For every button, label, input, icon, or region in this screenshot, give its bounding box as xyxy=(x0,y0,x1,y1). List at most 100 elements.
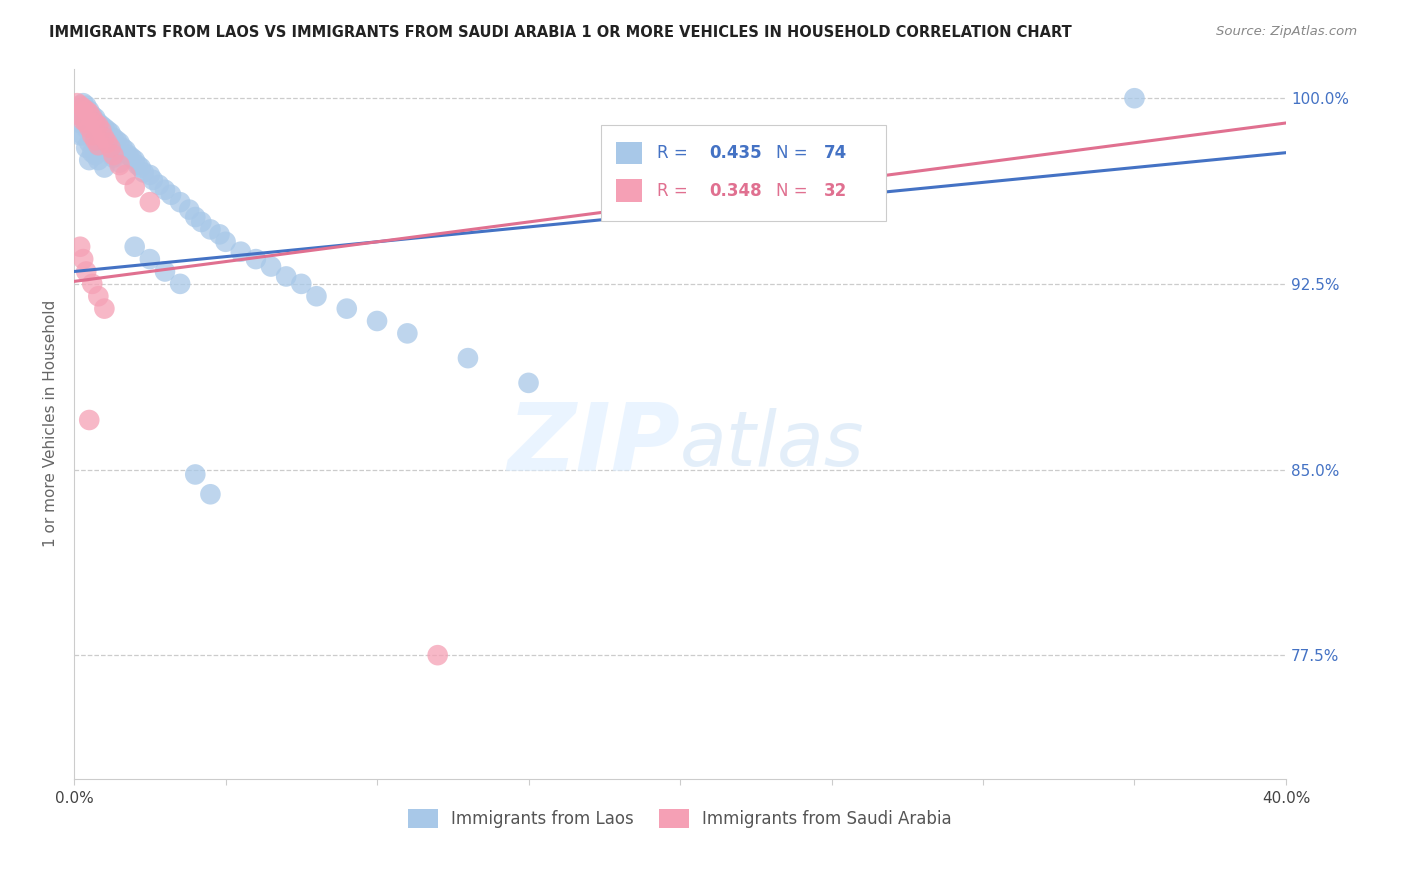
Point xyxy=(72,96,94,111)
Point xyxy=(169,195,191,210)
Point xyxy=(121,151,143,165)
Point xyxy=(72,252,94,266)
Point xyxy=(82,277,104,291)
Point xyxy=(90,119,112,133)
Point xyxy=(129,161,152,175)
Point xyxy=(90,123,112,137)
Text: IMMIGRANTS FROM LAOS VS IMMIGRANTS FROM SAUDI ARABIA 1 OR MORE VEHICLES IN HOUSE: IMMIGRANTS FROM LAOS VS IMMIGRANTS FROM … xyxy=(49,25,1071,40)
Point xyxy=(169,277,191,291)
Point xyxy=(153,183,176,197)
Point xyxy=(142,173,165,187)
Point xyxy=(84,148,107,162)
Point xyxy=(66,101,89,115)
Point xyxy=(103,148,125,162)
Point xyxy=(96,143,118,157)
Point xyxy=(77,103,100,118)
Point xyxy=(93,131,115,145)
Point xyxy=(114,143,136,157)
Point xyxy=(396,326,419,341)
Text: R =: R = xyxy=(657,182,693,200)
Point xyxy=(84,128,107,143)
Point xyxy=(77,120,100,135)
Point xyxy=(75,141,97,155)
Point xyxy=(96,123,118,137)
Point xyxy=(111,141,134,155)
Point xyxy=(69,116,91,130)
Point xyxy=(1123,91,1146,105)
Point xyxy=(366,314,388,328)
Point xyxy=(87,133,110,147)
Point xyxy=(77,116,100,130)
Point xyxy=(100,141,122,155)
Point xyxy=(87,153,110,167)
Point xyxy=(93,161,115,175)
Point xyxy=(124,180,146,194)
Point xyxy=(96,136,118,150)
Point xyxy=(229,244,252,259)
Text: N =: N = xyxy=(776,144,813,162)
Point xyxy=(105,133,128,147)
Point xyxy=(426,648,449,662)
Point xyxy=(87,138,110,153)
Point xyxy=(87,289,110,303)
Point xyxy=(72,101,94,115)
Point xyxy=(72,111,94,125)
Text: atlas: atlas xyxy=(681,408,865,482)
Point xyxy=(139,168,162,182)
Text: N =: N = xyxy=(776,182,813,200)
Point xyxy=(517,376,540,390)
Point xyxy=(72,113,94,128)
Point xyxy=(87,116,110,130)
Point xyxy=(260,260,283,274)
Point xyxy=(153,264,176,278)
Point xyxy=(75,264,97,278)
Point xyxy=(77,153,100,167)
Point xyxy=(457,351,479,365)
Point xyxy=(93,301,115,316)
Point xyxy=(103,151,125,165)
Point xyxy=(93,120,115,135)
Point xyxy=(336,301,359,316)
Point xyxy=(75,116,97,130)
Point xyxy=(214,235,236,249)
Point xyxy=(100,126,122,140)
Point xyxy=(208,227,231,242)
Point xyxy=(82,111,104,125)
Text: ZIP: ZIP xyxy=(508,399,681,491)
Text: 32: 32 xyxy=(824,182,848,200)
Point xyxy=(108,158,131,172)
Point xyxy=(77,136,100,150)
Point xyxy=(84,111,107,125)
Point xyxy=(100,145,122,160)
Point xyxy=(139,195,162,210)
Point xyxy=(184,467,207,482)
Text: R =: R = xyxy=(657,144,693,162)
Point xyxy=(75,98,97,112)
Point xyxy=(124,153,146,167)
Text: 0.435: 0.435 xyxy=(709,144,762,162)
Point xyxy=(290,277,312,291)
Point xyxy=(108,155,131,169)
Point xyxy=(184,210,207,224)
Point xyxy=(160,187,183,202)
Point xyxy=(69,128,91,143)
Point xyxy=(132,165,155,179)
Point xyxy=(75,103,97,118)
Point xyxy=(72,128,94,143)
Point xyxy=(69,240,91,254)
Point xyxy=(66,96,89,111)
Point xyxy=(245,252,267,266)
Point xyxy=(114,168,136,182)
Point xyxy=(69,109,91,123)
Point xyxy=(77,106,100,120)
Point xyxy=(84,116,107,130)
Point xyxy=(90,138,112,153)
Point xyxy=(93,141,115,155)
Point xyxy=(82,109,104,123)
Point xyxy=(139,252,162,266)
FancyBboxPatch shape xyxy=(616,179,643,202)
FancyBboxPatch shape xyxy=(616,142,643,164)
Point xyxy=(200,487,222,501)
Legend: Immigrants from Laos, Immigrants from Saudi Arabia: Immigrants from Laos, Immigrants from Sa… xyxy=(401,802,959,835)
Point xyxy=(82,145,104,160)
